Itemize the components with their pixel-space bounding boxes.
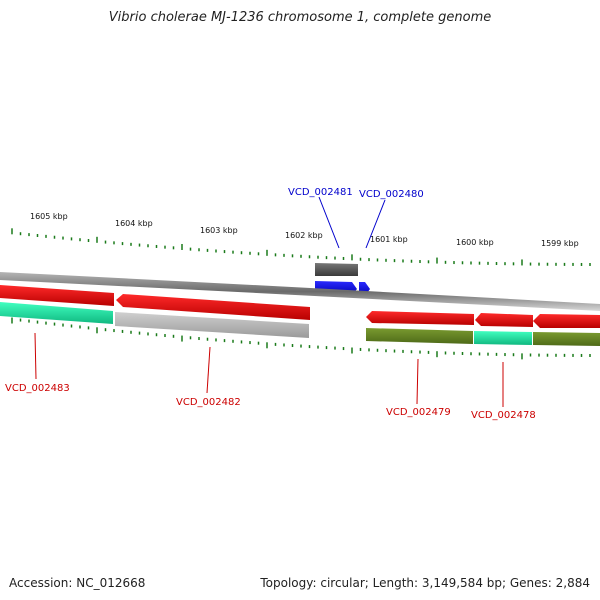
- genome-summary-text: Topology: circular; Length: 3,149,584 bp…: [260, 576, 590, 590]
- gene-labels: VCD_002481 VCD_002480 VCD_002483 VCD_002…: [5, 187, 536, 421]
- gene-vcd-002479[interactable]: [366, 311, 474, 325]
- gene-right-edge[interactable]: [533, 314, 600, 328]
- ruler-labels: 1605 kbp 1604 kbp 1603 kbp 1602 kbp 1601…: [30, 212, 579, 248]
- ruler-label-1602: 1602 kbp: [285, 231, 323, 240]
- label-vcd-002480[interactable]: VCD_002480: [359, 189, 424, 200]
- label-leaders: [34, 196, 504, 407]
- outer-tick-marks: [11, 228, 591, 266]
- label-vcd-002482[interactable]: VCD_002482: [176, 397, 241, 408]
- gene-vcd-002482[interactable]: [116, 294, 310, 320]
- label-vcd-002478[interactable]: VCD_002478: [471, 410, 536, 421]
- label-vcd-002481[interactable]: VCD_002481: [288, 187, 353, 198]
- ruler-label-1603: 1603 kbp: [200, 226, 238, 235]
- cog-reverse-teal-left[interactable]: [0, 302, 113, 324]
- ruler-label-1600: 1600 kbp: [456, 238, 494, 247]
- gene-vcd-002483[interactable]: [0, 285, 114, 306]
- ruler-label-1599: 1599 kbp: [541, 239, 579, 248]
- ruler-label-1601: 1601 kbp: [370, 235, 408, 244]
- map-title: Vibrio cholerae MJ-1236 chromosome 1, co…: [108, 10, 492, 25]
- chromosome-backbone: [0, 272, 600, 311]
- ruler-label-1604: 1604 kbp: [115, 219, 153, 228]
- label-vcd-002483[interactable]: VCD_002483: [5, 383, 70, 394]
- cog-reverse-gray[interactable]: [115, 312, 309, 338]
- ruler-label-1605: 1605 kbp: [30, 212, 68, 221]
- cog-reverse-olive-2[interactable]: [533, 332, 600, 346]
- cog-reverse-olive-1[interactable]: [366, 328, 473, 344]
- accession-text: Accession: NC_012668: [9, 576, 146, 590]
- cog-reverse-teal-right[interactable]: [474, 331, 532, 345]
- cog-forward-box[interactable]: [315, 263, 358, 276]
- gene-vcd-002478[interactable]: [475, 313, 533, 327]
- label-vcd-002479[interactable]: VCD_002479: [386, 407, 451, 418]
- inner-tick-marks: [11, 317, 591, 360]
